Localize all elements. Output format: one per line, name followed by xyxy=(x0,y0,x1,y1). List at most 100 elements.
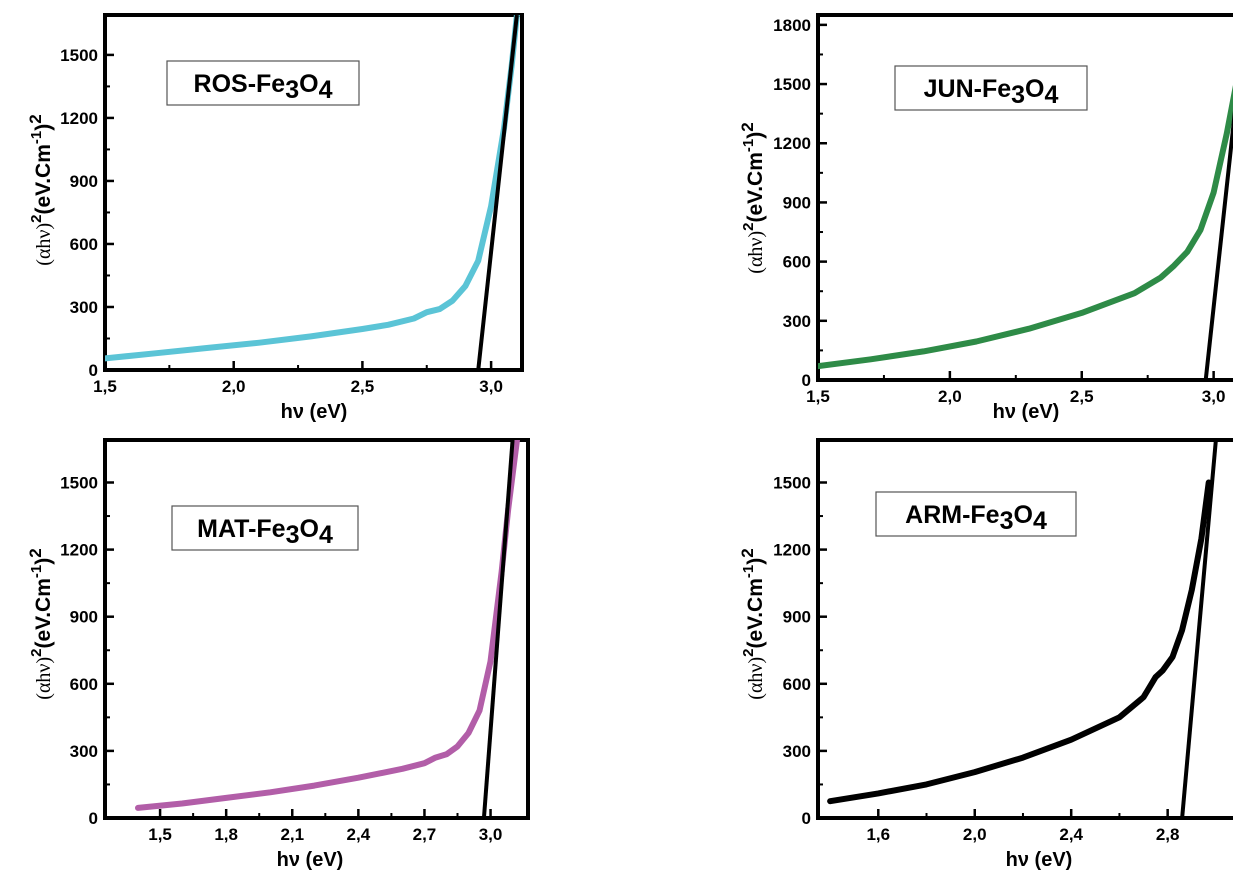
legend-mid: O xyxy=(1013,501,1032,529)
ylabel-superscript: -1 xyxy=(28,565,45,578)
data-series-line xyxy=(135,440,520,811)
legend-box xyxy=(875,491,1077,537)
data-series-line xyxy=(818,84,1233,370)
x-tick-label: 1,8 xyxy=(214,825,238,844)
y-tick-label: 0 xyxy=(802,371,811,390)
plot-frame xyxy=(103,13,524,372)
y-tick-label: 600 xyxy=(70,235,98,254)
legend-subscript: 3 xyxy=(285,76,299,104)
data-series-line xyxy=(827,479,1212,805)
x-axis-title: hν (eV) xyxy=(277,849,344,870)
x-axis-title: hν (eV) xyxy=(993,401,1060,423)
y-tick-label: 0 xyxy=(802,809,811,828)
x-tick-label: 3,0 xyxy=(479,377,503,396)
legend-base: JUN-Fe xyxy=(924,75,1012,103)
legend-label: ARM-Fe3O4 xyxy=(905,501,1047,535)
ylabel-superscript: 2 xyxy=(28,215,45,223)
y-tick-label: 1200 xyxy=(773,541,811,560)
ylabel-close: ) xyxy=(32,124,55,131)
tangent-line xyxy=(476,15,519,370)
legend-box xyxy=(171,505,359,551)
legend-box xyxy=(894,65,1088,111)
y-tick-label: 300 xyxy=(70,298,98,317)
chart-panel-1: 0 300 600 900 1200 1500 1,5 2,0 2,5 3,0 ROS-Fe3O4 h… xyxy=(26,13,524,423)
plot-frame xyxy=(816,438,1233,820)
legend-subscript: 3 xyxy=(286,521,300,549)
y-tick-label: 1500 xyxy=(60,473,98,492)
ylabel-superscript: -1 xyxy=(740,139,757,152)
ylabel-middle: (eV.Cm xyxy=(744,578,767,648)
x-tick-label: 3,0 xyxy=(1202,387,1226,406)
y-axis-title: (αhν)2(eV.Cm-1)2 xyxy=(738,122,767,273)
y-axis-title: (αhν)2(eV.Cm-1)2 xyxy=(738,548,767,699)
ylabel-open: (αhν) xyxy=(745,231,767,274)
y-tick-label: 600 xyxy=(783,253,811,272)
y-tick-label: 300 xyxy=(70,742,98,761)
y-tick-label: 900 xyxy=(783,608,811,627)
tangent-line xyxy=(1203,110,1233,380)
ylabel-close: ) xyxy=(744,132,767,139)
y-tick-label: 1200 xyxy=(60,541,98,560)
x-tick-label: 2,5 xyxy=(351,377,375,396)
ylabel-superscript: 2 xyxy=(738,548,757,557)
ylabel-superscript: 2 xyxy=(740,649,757,657)
data-series-line xyxy=(105,15,520,362)
y-tick-label: 1500 xyxy=(60,46,98,65)
x-tick-label: 2,7 xyxy=(413,825,437,844)
legend-label: JUN-Fe3O4 xyxy=(924,75,1059,109)
ylabel-open: (αhν) xyxy=(745,657,767,700)
y-tick-label: 1500 xyxy=(773,473,811,492)
x-axis-title: hν (eV) xyxy=(1006,849,1073,870)
ylabel-superscript: 2 xyxy=(28,649,45,657)
x-tick-label: 2,1 xyxy=(280,825,304,844)
y-tick-label: 900 xyxy=(783,193,811,212)
chart-panel-3: 0 300 600 900 1200 1500 1,5 1,8 2,1 2,4 2,7 3,0 MAT-… xyxy=(26,438,530,870)
y-tick-label: 1200 xyxy=(773,134,811,153)
plot-frame xyxy=(816,13,1233,382)
legend-base: ARM-Fe xyxy=(905,501,1000,529)
y-tick-label: 900 xyxy=(70,608,98,627)
legend-subscript: 4 xyxy=(1033,507,1047,535)
y-tick-label: 300 xyxy=(783,742,811,761)
ylabel-open: (αhν) xyxy=(33,657,55,700)
x-axis-title: hν (eV) xyxy=(281,401,348,423)
x-tick-label: 2,5 xyxy=(1070,387,1094,406)
legend-subscript: 3 xyxy=(1000,507,1014,535)
y-tick-label: 1800 xyxy=(773,16,811,35)
legend-mid: O xyxy=(299,70,318,98)
legend-box xyxy=(166,60,360,106)
x-tick-label: 1,6 xyxy=(866,825,890,844)
x-tick-label: 2,4 xyxy=(347,825,371,844)
y-tick-label: 600 xyxy=(70,675,98,694)
ylabel-superscript: 2 xyxy=(26,114,45,123)
x-tick-label: 2,8 xyxy=(1156,825,1180,844)
legend-base: MAT-Fe xyxy=(197,515,286,543)
chart-panel-4: 0 300 600 900 1200 1500 1,6 2,0 2,4 2,8 ARM-Fe3O4 h… xyxy=(738,438,1233,870)
legend-subscript: 4 xyxy=(1044,81,1058,109)
x-tick-label: 1,5 xyxy=(806,387,830,406)
ylabel-superscript: 2 xyxy=(738,122,757,131)
x-tick-label: 2,4 xyxy=(1059,825,1083,844)
ylabel-open: (αhν) xyxy=(33,223,55,266)
x-tick-label: 3,0 xyxy=(479,825,503,844)
y-tick-label: 0 xyxy=(89,809,98,828)
x-tick-label: 1,5 xyxy=(148,825,172,844)
y-axis-title: (αhν)2(eV.Cm-1)2 xyxy=(26,548,55,699)
x-tick-label: 2,0 xyxy=(963,825,987,844)
tangent-line xyxy=(481,440,515,818)
legend-label: MAT-Fe3O4 xyxy=(197,515,333,549)
x-tick-label: 2,0 xyxy=(938,387,962,406)
y-tick-label: 900 xyxy=(70,172,98,191)
y-tick-label: 600 xyxy=(783,675,811,694)
y-tick-label: 1500 xyxy=(773,75,811,94)
legend-mid: O xyxy=(299,515,318,543)
y-tick-label: 300 xyxy=(783,312,811,331)
ylabel-middle: (eV.Cm xyxy=(744,152,767,222)
ylabel-superscript: -1 xyxy=(740,565,757,578)
ylabel-superscript: 2 xyxy=(26,548,45,557)
y-tick-label: 1200 xyxy=(60,109,98,128)
x-tick-label: 1,5 xyxy=(93,377,117,396)
ylabel-close: ) xyxy=(744,558,767,565)
legend-label: ROS-Fe3O4 xyxy=(194,70,333,104)
